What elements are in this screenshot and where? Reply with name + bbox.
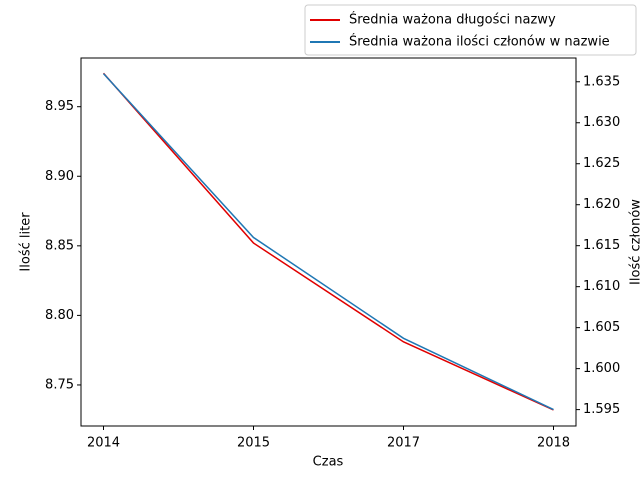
- y-tick-label: 8.85: [45, 238, 74, 253]
- line-series: [102, 73, 554, 411]
- plot-frame: [80, 57, 577, 427]
- y-tick-label: 8.90: [45, 169, 74, 184]
- y2-tick-label: 1.600: [583, 361, 620, 376]
- y2-tick-label: 1.620: [583, 197, 620, 212]
- y2-tick-label: 1.635: [583, 74, 620, 89]
- y2-tick-label: 1.615: [583, 238, 620, 253]
- y2-tick-label: 1.630: [583, 115, 620, 130]
- y-tick-label: 8.75: [45, 377, 74, 392]
- y-tick-label: 8.80: [45, 308, 74, 323]
- x-tick-label: 2014: [87, 436, 120, 451]
- x-axis-label: Czas: [313, 455, 344, 470]
- y2-tick-label: 1.605: [583, 320, 620, 335]
- y-axis-label: Ilość liter: [19, 212, 34, 272]
- x-tick-label: 2015: [237, 436, 270, 451]
- y-tick-label: 8.95: [45, 99, 74, 114]
- y2-axis-label: Ilość członów: [629, 199, 640, 285]
- legend-box: [304, 4, 637, 56]
- legend-label: Średnia ważona długości nazwy: [349, 12, 556, 28]
- legend-label: Średnia ważona ilości członów w nazwie: [349, 34, 610, 50]
- line-series: [102, 72, 554, 411]
- x-tick-label: 2017: [387, 436, 420, 451]
- y2-tick-label: 1.610: [583, 279, 620, 294]
- y2-tick-label: 1.625: [583, 156, 620, 171]
- x-tick-label: 2018: [537, 436, 570, 451]
- y2-tick-label: 1.595: [583, 402, 620, 417]
